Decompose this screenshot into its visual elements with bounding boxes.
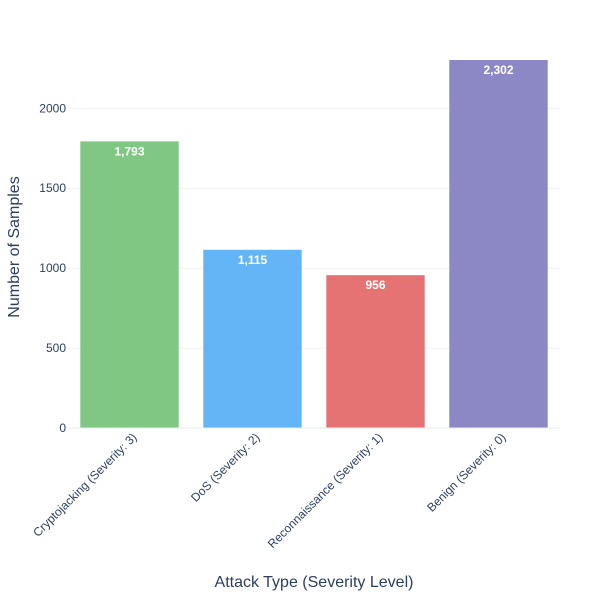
y-tick-label: 0 [59,421,66,435]
bar-value-label: 1,115 [238,253,268,267]
bar [80,141,179,428]
bar-value-label: 2,302 [483,63,513,77]
bars: 1,793 1,115 956 2,302 [80,60,548,428]
bar [449,60,548,428]
x-tick-label: Benign (Severity: 0) [424,430,508,514]
x-tick-label: Cryptojacking (Severity: 3) [30,430,139,539]
x-tick-labels: Cryptojacking (Severity: 3) DoS (Severity… [30,430,508,551]
y-tick-labels: 0 500 1000 1500 2000 [39,101,66,435]
y-tick-label: 1000 [39,261,66,275]
bar [326,275,425,428]
y-tick-label: 500 [46,341,66,355]
bar-value-label: 1,793 [114,144,144,158]
y-tick-label: 1500 [39,181,66,195]
x-axis-title: Attack Type (Severity Level) [215,574,414,591]
y-tick-label: 2000 [39,101,66,115]
bar [203,249,302,428]
x-tick-label: DoS (Severity: 2) [188,430,263,505]
y-axis-title: Number of Samples [6,176,23,317]
x-tick-label: Reconnaissance (Severity: 1) [265,430,386,551]
bar-value-label: 956 [365,278,385,292]
